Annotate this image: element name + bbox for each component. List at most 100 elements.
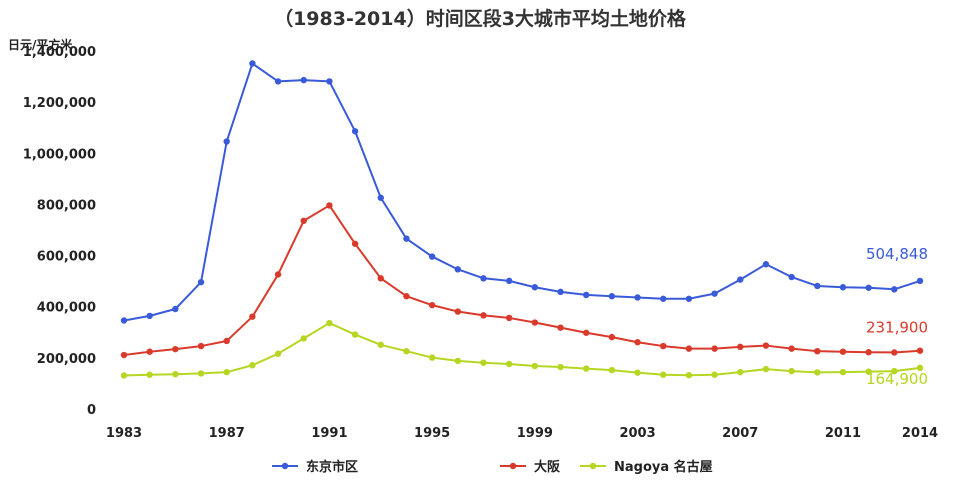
data-point [788,345,795,352]
data-point [223,368,230,376]
data-point [916,277,924,285]
data-point [428,301,436,309]
data-point [172,345,179,353]
y-tick-label: 1,000,000 [23,147,96,162]
y-tick-label: 1,400,000 [23,45,96,60]
data-point [711,345,718,352]
data-point [839,368,847,376]
data-point [146,371,153,378]
data-point [762,342,770,349]
data-point [274,271,282,278]
data-point [582,365,590,372]
data-point [172,305,179,313]
data-point [223,138,230,145]
data-point [891,286,898,293]
data-point [916,347,924,354]
data-point [197,370,205,377]
data-point [505,360,513,368]
data-point [223,337,230,345]
data-point [685,295,693,302]
data-point [197,342,205,350]
data-point [685,372,693,379]
legend-label: Nagoya 名古屋 [614,459,713,475]
x-tick-label: 1991 [311,426,347,441]
data-point [403,293,410,300]
end-value-label: 164,900 [866,370,928,388]
data-point [660,371,667,378]
series-line-3 [123,322,921,377]
data-point [891,349,898,356]
data-point [660,342,667,350]
data-point [351,240,359,247]
legend-label: 东京市区 [306,459,358,475]
data-point [377,194,384,201]
x-tick-label: 2011 [825,426,861,441]
data-point [120,351,128,359]
data-point [608,366,616,374]
data-point [326,78,333,85]
data-point [274,78,282,85]
data-point [351,331,359,338]
data-point [557,288,564,296]
data-point [737,276,744,283]
data-point [480,359,487,366]
data-point [685,345,693,352]
data-point [172,371,179,378]
data-point [814,369,821,376]
data-point [146,348,153,355]
y-tick-label: 800,000 [37,198,96,213]
data-point [634,294,641,301]
end-value-label: 231,900 [866,319,928,337]
data-point [454,266,462,273]
data-point [814,282,821,290]
data-point [711,290,718,297]
data-point [839,348,847,355]
data-point [634,339,641,346]
data-point [582,329,590,336]
data-point [300,217,307,224]
data-point [249,362,256,369]
data-point [403,235,410,242]
data-point [916,364,924,372]
data-point [788,273,795,281]
data-point [351,128,359,135]
data-point [865,368,872,375]
legend-marker [509,462,517,470]
data-point [865,284,872,291]
data-point [505,277,513,285]
data-point [531,362,539,370]
data-point [377,275,384,282]
data-point [377,341,384,348]
data-point [531,284,539,291]
legend-label: 大阪 [534,459,561,475]
data-point [531,319,539,326]
data-point [197,278,205,286]
y-tick-label: 400,000 [37,301,96,316]
data-point [146,312,153,320]
x-tick-label: 1999 [517,426,553,441]
data-point [557,363,564,371]
data-point [249,60,256,67]
data-point [711,371,718,378]
data-point [326,202,333,209]
y-tick-label: 1,200,000 [23,96,96,111]
data-point [403,347,410,355]
y-axis-label: 日元/平方米 [8,38,73,52]
data-point [454,357,462,365]
legend-marker [281,462,289,470]
chart-title: （1983-2014）时间区段3大城市平均土地价格 [274,8,686,30]
data-point [120,317,128,324]
data-point [274,350,282,357]
data-point [865,349,872,356]
data-point [788,367,795,375]
end-value-label: 504,848 [866,245,928,263]
data-point [839,284,847,291]
data-point [120,372,128,379]
data-point [428,253,436,260]
x-tick-label: 2003 [619,426,655,441]
data-point [608,293,616,300]
data-point [300,76,307,84]
data-point [480,275,487,282]
